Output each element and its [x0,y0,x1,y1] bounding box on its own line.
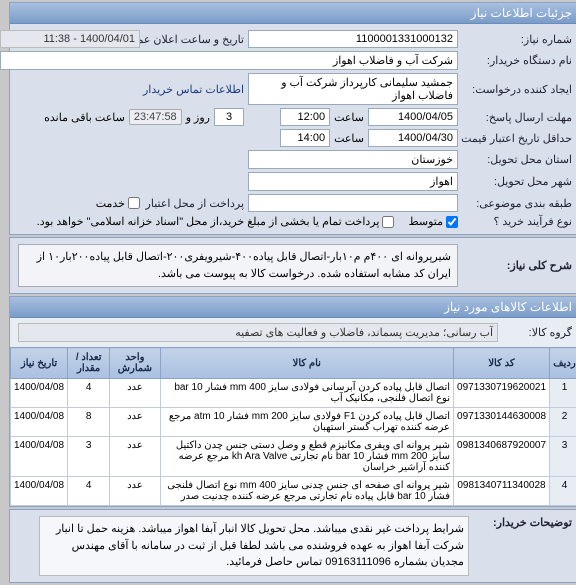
col-header: ردیف [543,348,573,379]
cell: 0971330719620021 [447,379,543,408]
remain-days-txt: روز و [179,111,203,124]
val-need-desc: شیرپروانه ای ۴۰۰م م۱۰بار-اتصال قابل پیاد… [11,244,451,287]
deadline-time: 12:00 [273,108,323,126]
cell: 1400/04/08 [4,477,61,506]
lbl-org: نام دستگاه خریدار: [455,54,565,67]
form1: شماره نیاز: 1100001331000132 تاریخ و ساع… [3,24,573,234]
cell: عدد [103,379,153,408]
lbl-need-desc: شرح کلی نیاز: [455,259,565,272]
link-buyer-contact[interactable]: اطلاعات تماس خریدار [0,83,237,96]
val-need-no: 1100001331000132 [241,30,451,48]
lbl-price-valid: حداقل تاریخ اعتبار قیمت تا تاریخ: [455,132,565,145]
lbl-category: طبقه بندی موضوعی: [455,197,565,210]
lbl-buyer-notes: توضیحات خریدار: [465,516,565,529]
group-row: گروه کالا: آب رسانی؛ مدیریت پسماند، فاضل… [3,318,573,347]
col-header: کد کالا [447,348,543,379]
val-price-valid: 1400/04/30 ساعت 14:00 [241,129,451,147]
lbl-need-no: شماره نیاز: [455,33,565,46]
cell: 0981340711340028 [447,477,543,506]
val-org: شرکت آب و فاضلاب اهواز [0,51,451,70]
remain-clock: 23:47:58 [122,109,175,125]
chk-treasury-box[interactable] [375,216,387,228]
lbl-pub-date: تاریخ و ساعت اعلان عمومی: [137,33,237,46]
val-city: اهواز [241,172,451,191]
valid-date: 1400/04/30 [361,129,451,147]
lbl-clock: ساعت [327,111,357,124]
lbl-creator: ایجاد کننده درخواست: [455,83,565,96]
cell: 1 [543,379,573,408]
table-row[interactable]: 10971330719620021اتصال قابل پیاده کردن آ… [4,379,573,408]
remain-days: 3 [207,108,237,126]
val-category [241,194,451,212]
cell: 0981340687920007 [447,437,543,477]
cell: عدد [103,408,153,437]
chk-treasury: پرداخت تمام یا بخشی از مبلغ خرید،از محل … [30,215,388,228]
remaining: 3 روز و 23:47:58 ساعت باقی مانده [0,108,237,126]
cell: 1400/04/08 [4,437,61,477]
cell: اتصال قابل پیاده کردن آبرسانی فولادی سای… [153,379,446,408]
cell: 1400/04/08 [4,379,61,408]
table-row[interactable]: 40981340711340028شیر پروانه ای صفحه ای ج… [4,477,573,506]
valid-time: 14:00 [273,129,323,147]
proc-type-row: متوسط پرداخت تمام یا بخشی از مبلغ خرید،ا… [0,215,451,228]
table-row[interactable]: 30981340687920007شیر پروانه ای ویفری مکا… [4,437,573,477]
lbl-proc-type: نوع فرآیند خرید ؟ [455,215,565,228]
lbl-deadline: مهلت ارسال پاسخ: [455,111,565,124]
cell: 4 [61,477,103,506]
val-pub-date: 1400/04/01 - 11:38 [0,30,133,48]
col-header: نام کالا [153,348,446,379]
col-header: تاریخ نیاز [4,348,61,379]
cell: 3 [543,437,573,477]
chk-treasury-lbl: پرداخت تمام یا بخشی از مبلغ خرید،از محل … [30,215,373,228]
val-buyer-notes: شرایط پرداخت غیر نقدی میباشد. محل تحویل … [32,516,462,576]
cell: عدد [103,477,153,506]
chk-medium-box[interactable] [439,216,451,228]
val-creator: جمشید سلیمانی کارپرداز شرکت آب و فاضلاب … [241,73,451,105]
lbl-province: استان محل تحویل: [455,153,565,166]
val-province: خوزستان [241,150,451,169]
cell: شیر پروانه ای صفحه ای جنس چدنی سایز mm 4… [153,477,446,506]
lbl-clock2: ساعت [327,132,357,145]
need-info-panel: جزئیات اطلاعات نیاز شماره نیاز: 11000013… [2,2,574,235]
buyer-notes-panel: توضیحات خریدار: شرایط پرداخت غیر نقدی می… [2,509,574,583]
remain-hours-txt: ساعت باقی مانده [37,111,118,124]
cell: 4 [543,477,573,506]
chk-service-lbl: خدمت [89,197,118,210]
goods-panel: اطلاعات کالاهای مورد نیاز گروه کالا: آب … [2,296,574,507]
lbl-goods-group: گروه کالا: [495,326,565,339]
val-deadline: 1400/04/05 ساعت 12:00 [241,108,451,126]
panel3-title: اطلاعات کالاهای مورد نیاز [3,297,573,318]
chk-medium-lbl: متوسط [401,215,436,228]
cell: 2 [543,408,573,437]
need-desc-panel: شرح کلی نیاز: شیرپروانه ای ۴۰۰م م۱۰بار-ا… [2,237,574,294]
panel1-title: جزئیات اطلاعات نیاز [3,3,573,24]
cell: 0971330144630008 [447,408,543,437]
cell: 4 [61,379,103,408]
cell: شیر پروانه ای ویفری مکانیزم قطع و وصل دس… [153,437,446,477]
goods-table: ردیفکد کالانام کالاواحد شمارشتعداد / مقد… [3,347,573,506]
cell: اتصال قابل پیاده کردن F1 فولادی سایز mm … [153,408,446,437]
chk-medium: متوسط [401,215,451,228]
cell: 1400/04/08 [4,408,61,437]
chk-service-box[interactable] [121,197,133,209]
cell: 8 [61,408,103,437]
cell: عدد [103,437,153,477]
col-header: واحد شمارش [103,348,153,379]
chk-service: خدمت [0,197,133,210]
val-goods-group: آب رسانی؛ مدیریت پسماند، فاضلاب و فعالیت… [11,323,491,342]
deadline-date: 1400/04/05 [361,108,451,126]
table-row[interactable]: 20971330144630008اتصال قابل پیاده کردن F… [4,408,573,437]
col-header: تعداد / مقدار [61,348,103,379]
lbl-city: شهر محل تحویل: [455,175,565,188]
lbl-credit-pay: پرداخت از محل اعتبار [137,197,237,210]
cell: 3 [61,437,103,477]
